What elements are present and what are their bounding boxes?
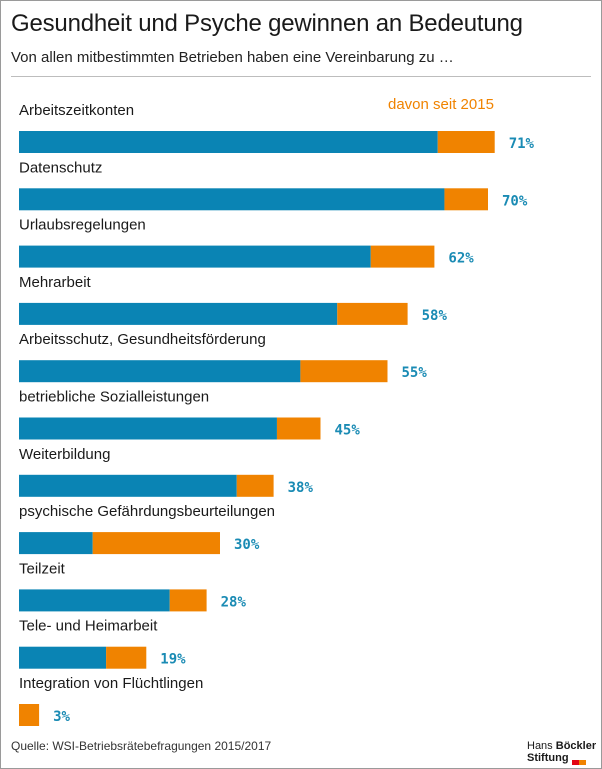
- bar-base-datenschutz: [19, 188, 445, 211]
- value-label-betriebliche-sozialleistungen: 45%: [335, 423, 361, 439]
- category-label-weiterbildung: Weiterbildung: [19, 446, 110, 463]
- bar-base-teilzeit: [19, 589, 170, 612]
- bar-base-tele-und-heimarbeit: [19, 646, 107, 669]
- value-label-tele-und-heimarbeit: 19%: [160, 652, 186, 668]
- chart-title: Gesundheit und Psyche gewinnen an Bedeut…: [11, 10, 523, 37]
- bar-base-weiterbildung: [19, 474, 237, 497]
- value-label-integration-von-fl-chtlingen: 3%: [53, 709, 70, 725]
- source-note: Quelle: WSI-Betriebsrätebefragungen 2015…: [11, 739, 272, 753]
- category-label-tele-und-heimarbeit: Tele- und Heimarbeit: [19, 618, 158, 635]
- value-label-weiterbildung: 38%: [288, 480, 314, 496]
- category-label-psychische-gef-hrdungsbeurteilungen: psychische Gefährdungsbeurteilungen: [19, 503, 275, 520]
- bar-base-mehrarbeit: [19, 302, 338, 325]
- bar-since-2015-integration-von-fl-chtlingen: [19, 704, 40, 726]
- bar-base-arbeitsschutz-gesundheitsf-rderung: [19, 360, 301, 383]
- bar-since-2015-psychische-gef-hrdungsbeurteilungen: [92, 532, 220, 555]
- bar-since-2015-tele-und-heimarbeit: [106, 646, 147, 669]
- category-label-mehrarbeit: Mehrarbeit: [19, 274, 92, 291]
- value-label-arbeitsschutz-gesundheitsf-rderung: 55%: [402, 365, 428, 381]
- category-label-arbeitsschutz-gesundheitsf-rderung: Arbeitsschutz, Gesundheitsförderung: [19, 331, 266, 348]
- value-label-datenschutz: 70%: [502, 193, 528, 209]
- category-label-integration-von-fl-chtlingen: Integration von Flüchtlingen: [19, 675, 203, 692]
- bar-base-arbeitszeitkonten: [19, 131, 438, 153]
- bar-since-2015-weiterbildung: [236, 474, 274, 497]
- logo-mark-icon: [571, 756, 586, 765]
- bar-since-2015-datenschutz: [444, 188, 488, 211]
- bar-since-2015-mehrarbeit: [337, 302, 408, 325]
- category-label-datenschutz: Datenschutz: [19, 159, 102, 176]
- category-label-arbeitszeitkonten: Arbeitszeitkonten: [19, 102, 134, 119]
- value-label-arbeitszeitkonten: 71%: [509, 136, 535, 152]
- category-label-betriebliche-sozialleistungen: betriebliche Sozialleistungen: [19, 389, 209, 406]
- logo-text-line1: Hans Böckler: [527, 740, 597, 752]
- bar-since-2015-arbeitsschutz-gesundheitsf-rderung: [300, 360, 388, 383]
- category-label-urlaubsregelungen: Urlaubsregelungen: [19, 217, 146, 234]
- bar-since-2015-arbeitszeitkonten: [437, 131, 495, 153]
- bar-since-2015-betriebliche-sozialleistungen: [276, 417, 321, 440]
- hans-boeckler-logo: Hans Böckler Stiftung: [527, 740, 597, 765]
- bar-since-2015-teilzeit: [169, 589, 207, 612]
- bar-base-urlaubsregelungen: [19, 245, 371, 268]
- bar-since-2015-urlaubsregelungen: [370, 245, 435, 268]
- value-label-teilzeit: 28%: [221, 594, 247, 610]
- value-label-psychische-gef-hrdungsbeurteilungen: 30%: [234, 537, 260, 553]
- header-divider: [11, 76, 591, 77]
- value-label-mehrarbeit: 58%: [422, 308, 448, 324]
- chart-subtitle: Von allen mitbestimmten Betrieben haben …: [11, 49, 454, 66]
- value-label-urlaubsregelungen: 62%: [448, 251, 474, 267]
- bar-base-betriebliche-sozialleistungen: [19, 417, 277, 440]
- legend-since-2015: davon seit 2015: [388, 96, 494, 113]
- category-label-teilzeit: Teilzeit: [19, 560, 66, 577]
- bar-base-psychische-gef-hrdungsbeurteilungen: [19, 532, 93, 555]
- bar-chart: Arbeitszeitkonten 71% Datenschutz 70% Urlaub…: [19, 102, 535, 726]
- logo-text-line2: Stiftung: [527, 752, 595, 765]
